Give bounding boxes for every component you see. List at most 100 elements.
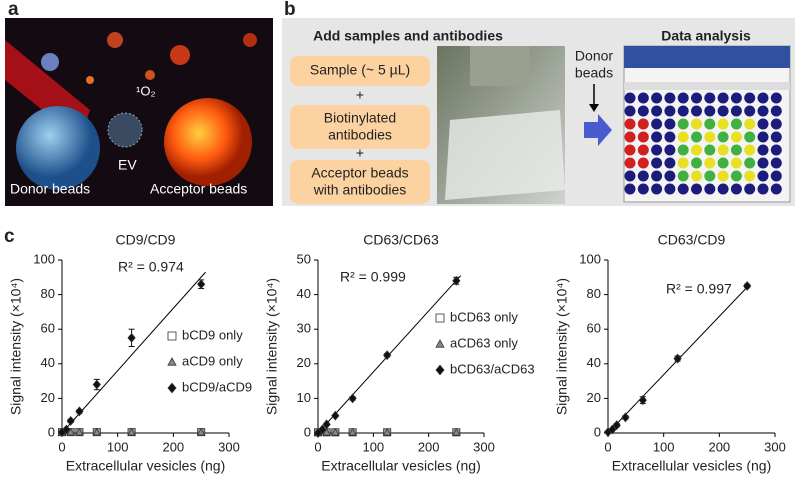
marker xyxy=(127,332,136,343)
well xyxy=(744,144,756,156)
marker xyxy=(382,427,392,436)
y-tick-label: 20 xyxy=(587,390,601,405)
well xyxy=(757,157,769,169)
well xyxy=(704,105,716,117)
well xyxy=(744,118,756,130)
marker xyxy=(62,424,71,435)
x-tick-label: 0 xyxy=(58,439,65,454)
well xyxy=(624,118,636,130)
well xyxy=(730,170,742,182)
well xyxy=(691,170,702,182)
well xyxy=(757,92,769,104)
well xyxy=(730,157,742,169)
marker xyxy=(331,410,340,421)
well xyxy=(730,105,742,117)
panel-label: a xyxy=(8,0,19,20)
well xyxy=(704,131,716,143)
well xyxy=(730,144,742,156)
well xyxy=(717,92,729,104)
y-tick-label: 10 xyxy=(297,390,311,405)
well xyxy=(651,144,663,156)
well xyxy=(624,92,636,104)
well xyxy=(624,170,636,182)
well xyxy=(651,170,663,182)
well xyxy=(717,118,729,130)
well xyxy=(637,131,649,143)
well xyxy=(691,157,702,169)
marker xyxy=(167,331,177,341)
marker xyxy=(66,427,75,436)
marker xyxy=(743,281,752,291)
y-tick-label: 0 xyxy=(48,424,55,439)
well xyxy=(677,144,689,156)
well xyxy=(677,157,689,169)
step-text: Acceptor beads xyxy=(311,165,408,181)
ev-label: EV xyxy=(118,157,137,173)
y-tick-label: 20 xyxy=(41,390,55,405)
y-tick-label: 20 xyxy=(297,355,311,370)
well xyxy=(757,105,769,117)
marker xyxy=(621,412,630,423)
acceptor-label: Acceptor beads xyxy=(150,181,247,197)
chart-title: CD63/CD9 xyxy=(658,232,726,248)
y-tick-label: 60 xyxy=(587,321,601,336)
well xyxy=(664,105,676,117)
well xyxy=(744,131,756,143)
well xyxy=(744,92,756,104)
well xyxy=(651,105,663,117)
well xyxy=(730,131,742,143)
x-tick-label: 100 xyxy=(362,439,384,454)
y-axis-label: Signal intensity (×10⁴) xyxy=(264,278,280,415)
step-text: Sample (~ 5 µL) xyxy=(310,62,410,78)
well xyxy=(637,170,649,182)
well xyxy=(770,144,782,156)
r-squared: R² = 0.974 xyxy=(118,259,184,275)
legend-label: bCD9 only xyxy=(182,327,243,342)
x-axis-label: Extracellular vesicles (ng) xyxy=(321,458,481,474)
well xyxy=(664,170,676,182)
arrow-head xyxy=(589,104,599,112)
y-tick-label: 100 xyxy=(33,251,55,266)
step-box xyxy=(290,160,430,204)
well xyxy=(651,92,663,104)
well xyxy=(691,118,702,130)
well xyxy=(664,157,676,169)
well xyxy=(664,144,676,156)
x-tick-label: 300 xyxy=(473,439,495,454)
well xyxy=(664,131,676,143)
y-tick-label: 0 xyxy=(304,424,311,439)
y-tick-label: 60 xyxy=(41,321,55,336)
y-axis-label: Signal intensity (×10⁴) xyxy=(8,278,24,415)
well xyxy=(637,157,649,169)
y-tick-label: 100 xyxy=(579,251,601,266)
marker xyxy=(435,339,445,348)
x-tick-label: 100 xyxy=(653,439,675,454)
y-tick-label: 80 xyxy=(587,286,601,301)
marker xyxy=(167,357,177,366)
marker xyxy=(452,427,461,436)
x-tick-label: 200 xyxy=(162,439,184,454)
panel-b-title: Data analysis xyxy=(661,28,751,44)
x-tick-label: 300 xyxy=(764,439,786,454)
legend-label: aCD63 only xyxy=(450,335,518,350)
x-tick-label: 0 xyxy=(314,439,321,454)
marker xyxy=(92,427,102,436)
well xyxy=(637,144,649,156)
well xyxy=(677,131,689,143)
well xyxy=(664,118,676,130)
well xyxy=(757,183,769,195)
well xyxy=(717,170,729,182)
well xyxy=(730,118,742,130)
well xyxy=(624,144,636,156)
marker xyxy=(608,424,617,435)
marker xyxy=(167,382,177,394)
well xyxy=(744,170,756,182)
marker xyxy=(673,353,682,364)
marker xyxy=(318,424,327,435)
well xyxy=(677,183,689,195)
well xyxy=(717,105,729,117)
x-axis-label: Extracellular vesicles (ng) xyxy=(66,458,226,474)
y-tick-label: 50 xyxy=(297,251,311,266)
well xyxy=(757,118,769,130)
x-tick-label: 200 xyxy=(418,439,440,454)
